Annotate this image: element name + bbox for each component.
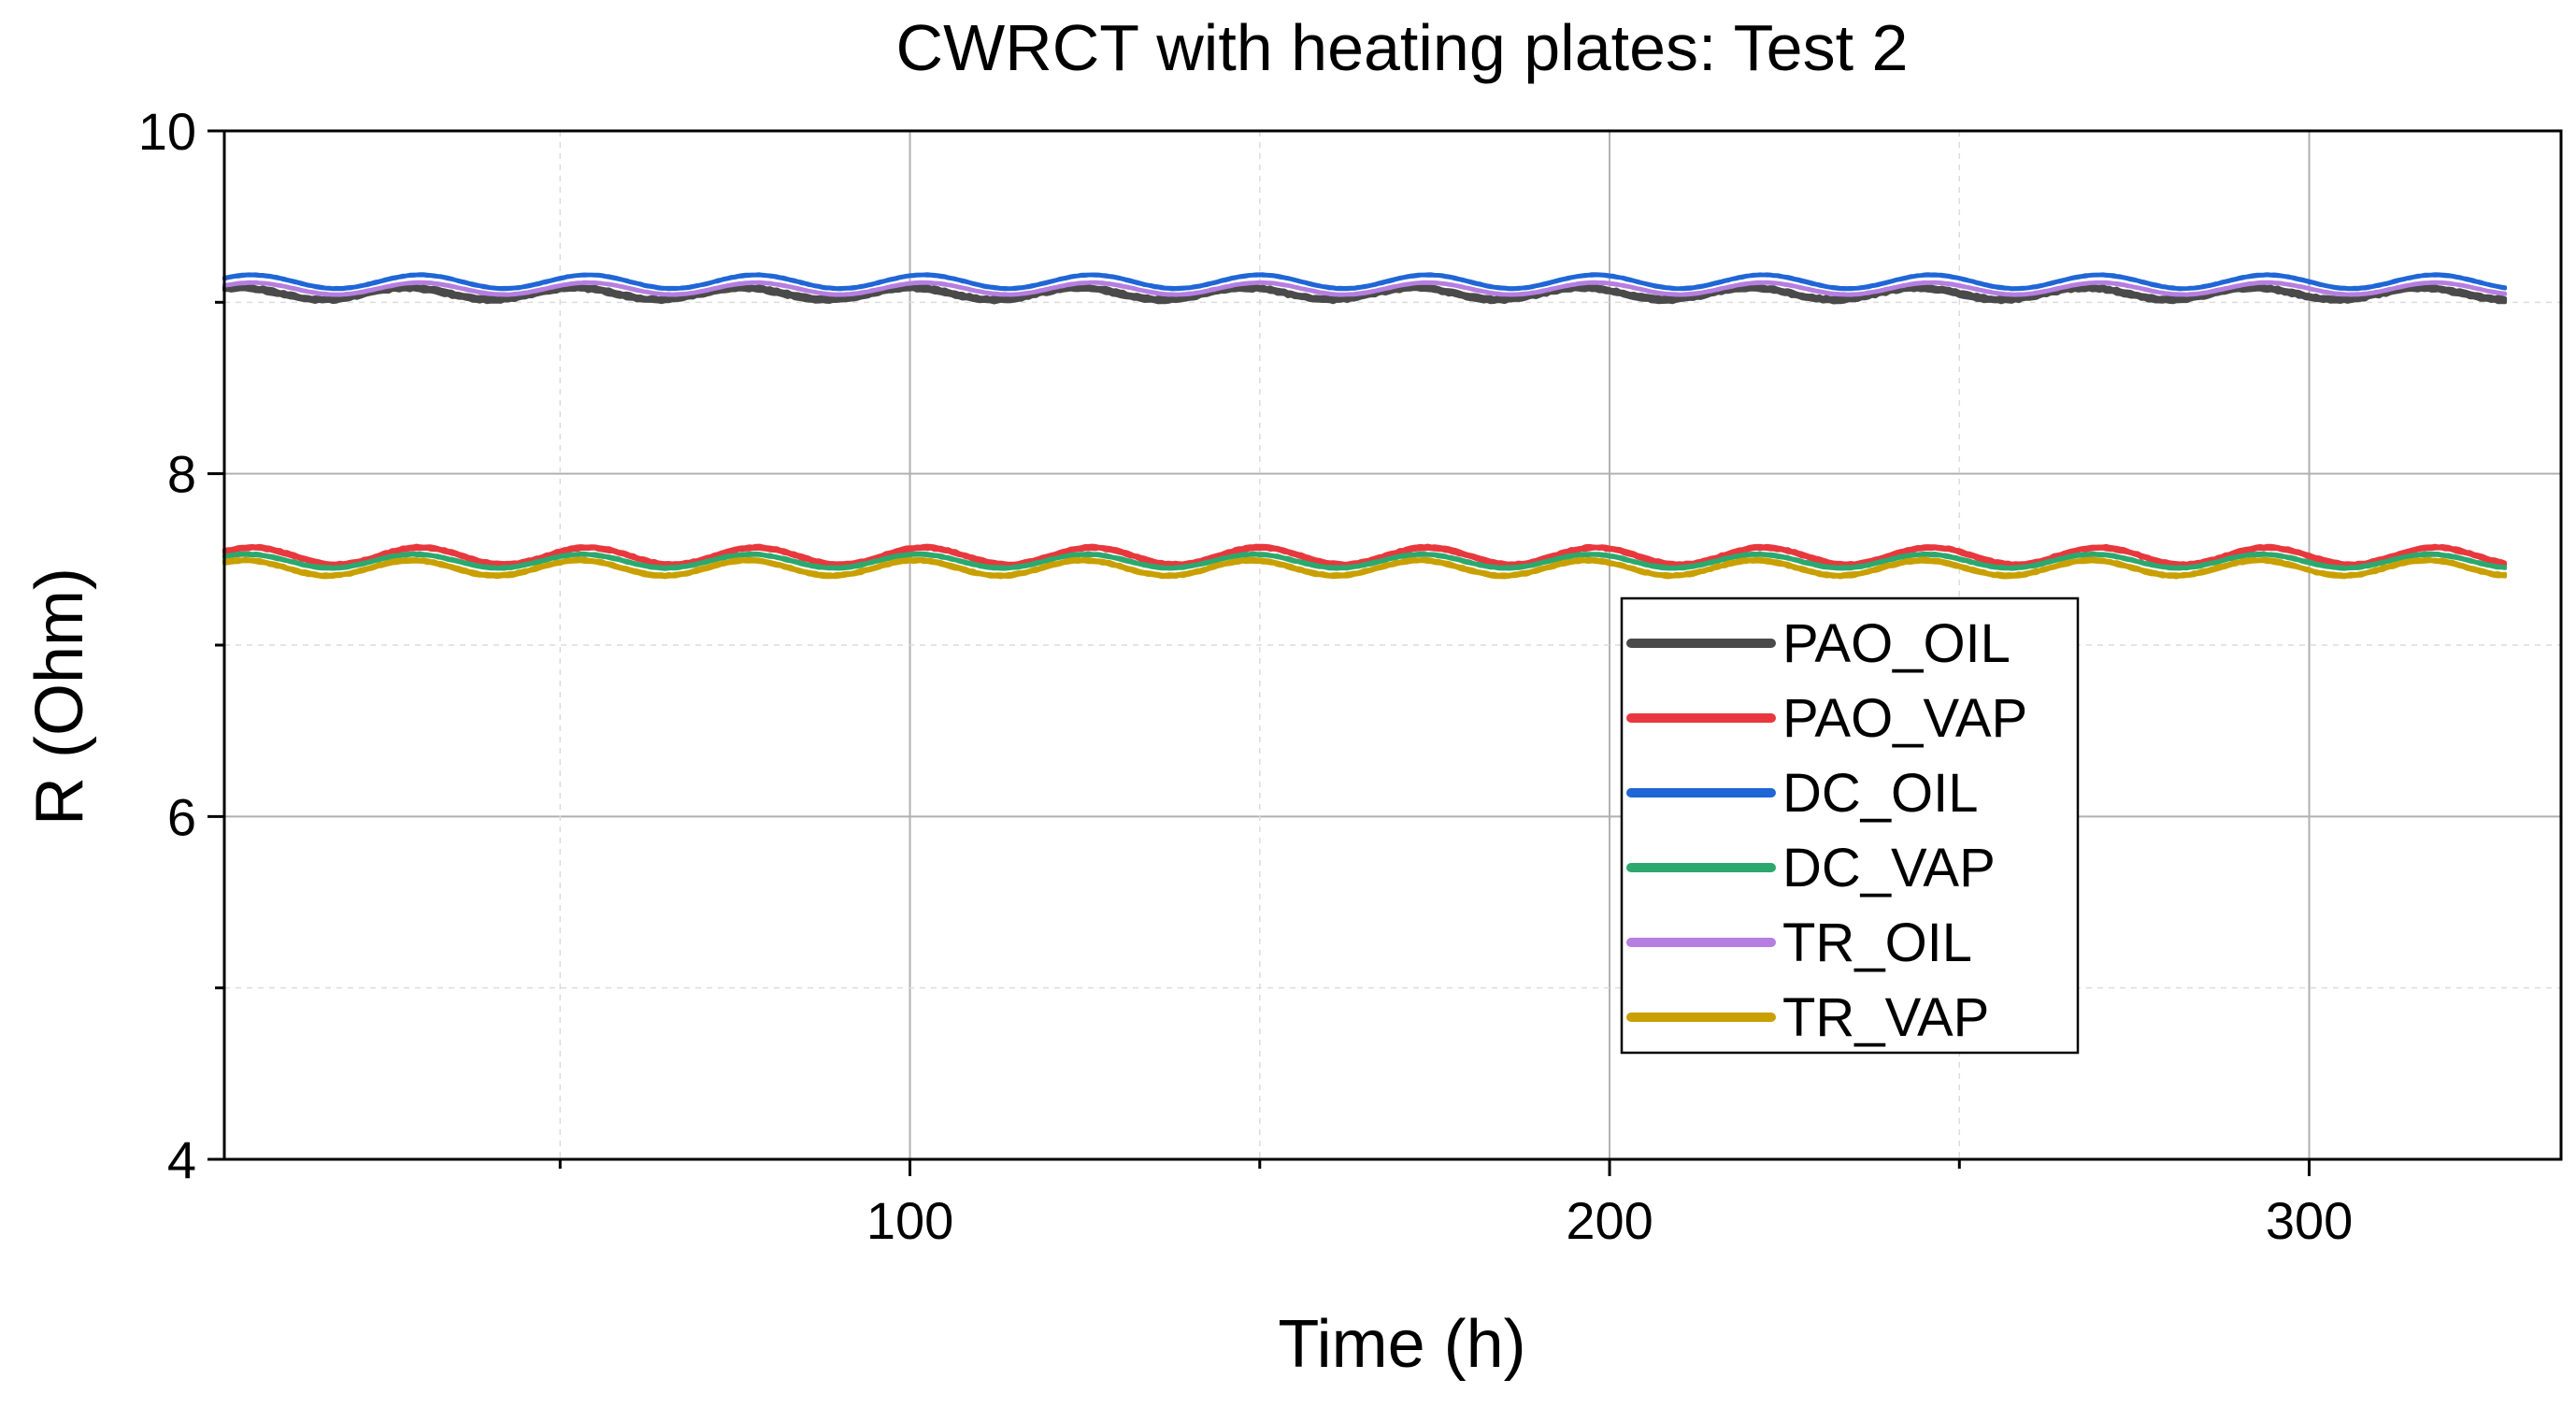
legend-item: PAO_OIL	[1626, 613, 2011, 674]
legend-label: DC_OIL	[1782, 763, 1979, 824]
series-lines	[222, 272, 2508, 580]
legend-label: TR_VAP	[1782, 987, 1989, 1048]
legend-item: DC_OIL	[1626, 763, 1979, 824]
x-tick-label: 300	[2266, 1191, 2353, 1250]
series-line-tr-vap	[222, 556, 2508, 580]
y-tick-label: 6	[167, 787, 196, 846]
legend: PAO_OIL PAO_VAP DC_OIL DC_VAP TR_OIL TR_VAP	[1620, 596, 2080, 1055]
legend-label: PAO_OIL	[1782, 613, 2011, 674]
y-axis-title: R (Ohm)	[22, 568, 97, 826]
legend-label: PAO_VAP	[1782, 688, 2027, 749]
legend-label: TR_OIL	[1782, 912, 1972, 973]
legend-item: PAO_VAP	[1626, 688, 2027, 749]
axis-ticks: 100 200 300 4 6 8 10	[138, 102, 2354, 1250]
x-tick-label: 100	[866, 1191, 953, 1250]
legend-item: TR_VAP	[1626, 987, 1989, 1048]
y-tick-label: 8	[167, 445, 196, 504]
legend-item: DC_VAP	[1626, 838, 1996, 898]
grid	[224, 131, 2561, 1159]
legend-box	[1620, 596, 2080, 1055]
series-line-dc-vap	[222, 551, 2508, 571]
x-tick-label: 200	[1566, 1191, 1653, 1250]
y-tick-label: 4	[167, 1130, 196, 1189]
series-line-dc-oil	[222, 272, 2508, 292]
legend-label: DC_VAP	[1782, 838, 1996, 898]
y-tick-label: 10	[138, 102, 196, 161]
legend-item: TR_OIL	[1626, 912, 1972, 973]
x-axis-title: Time (h)	[1278, 1307, 1525, 1382]
chart-title: CWRCT with heating plates: Test 2	[896, 11, 1909, 84]
series-line-tr-oil	[222, 280, 2508, 297]
